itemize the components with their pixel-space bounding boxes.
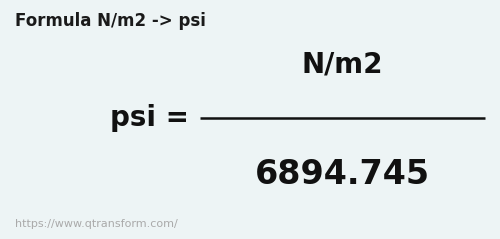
- Text: N/m2: N/m2: [302, 50, 384, 79]
- Text: https://www.qtransform.com/: https://www.qtransform.com/: [15, 219, 178, 229]
- Text: 6894.745: 6894.745: [255, 158, 430, 191]
- Text: Formula N/m2 -> psi: Formula N/m2 -> psi: [15, 12, 206, 30]
- Text: psi =: psi =: [110, 104, 189, 132]
